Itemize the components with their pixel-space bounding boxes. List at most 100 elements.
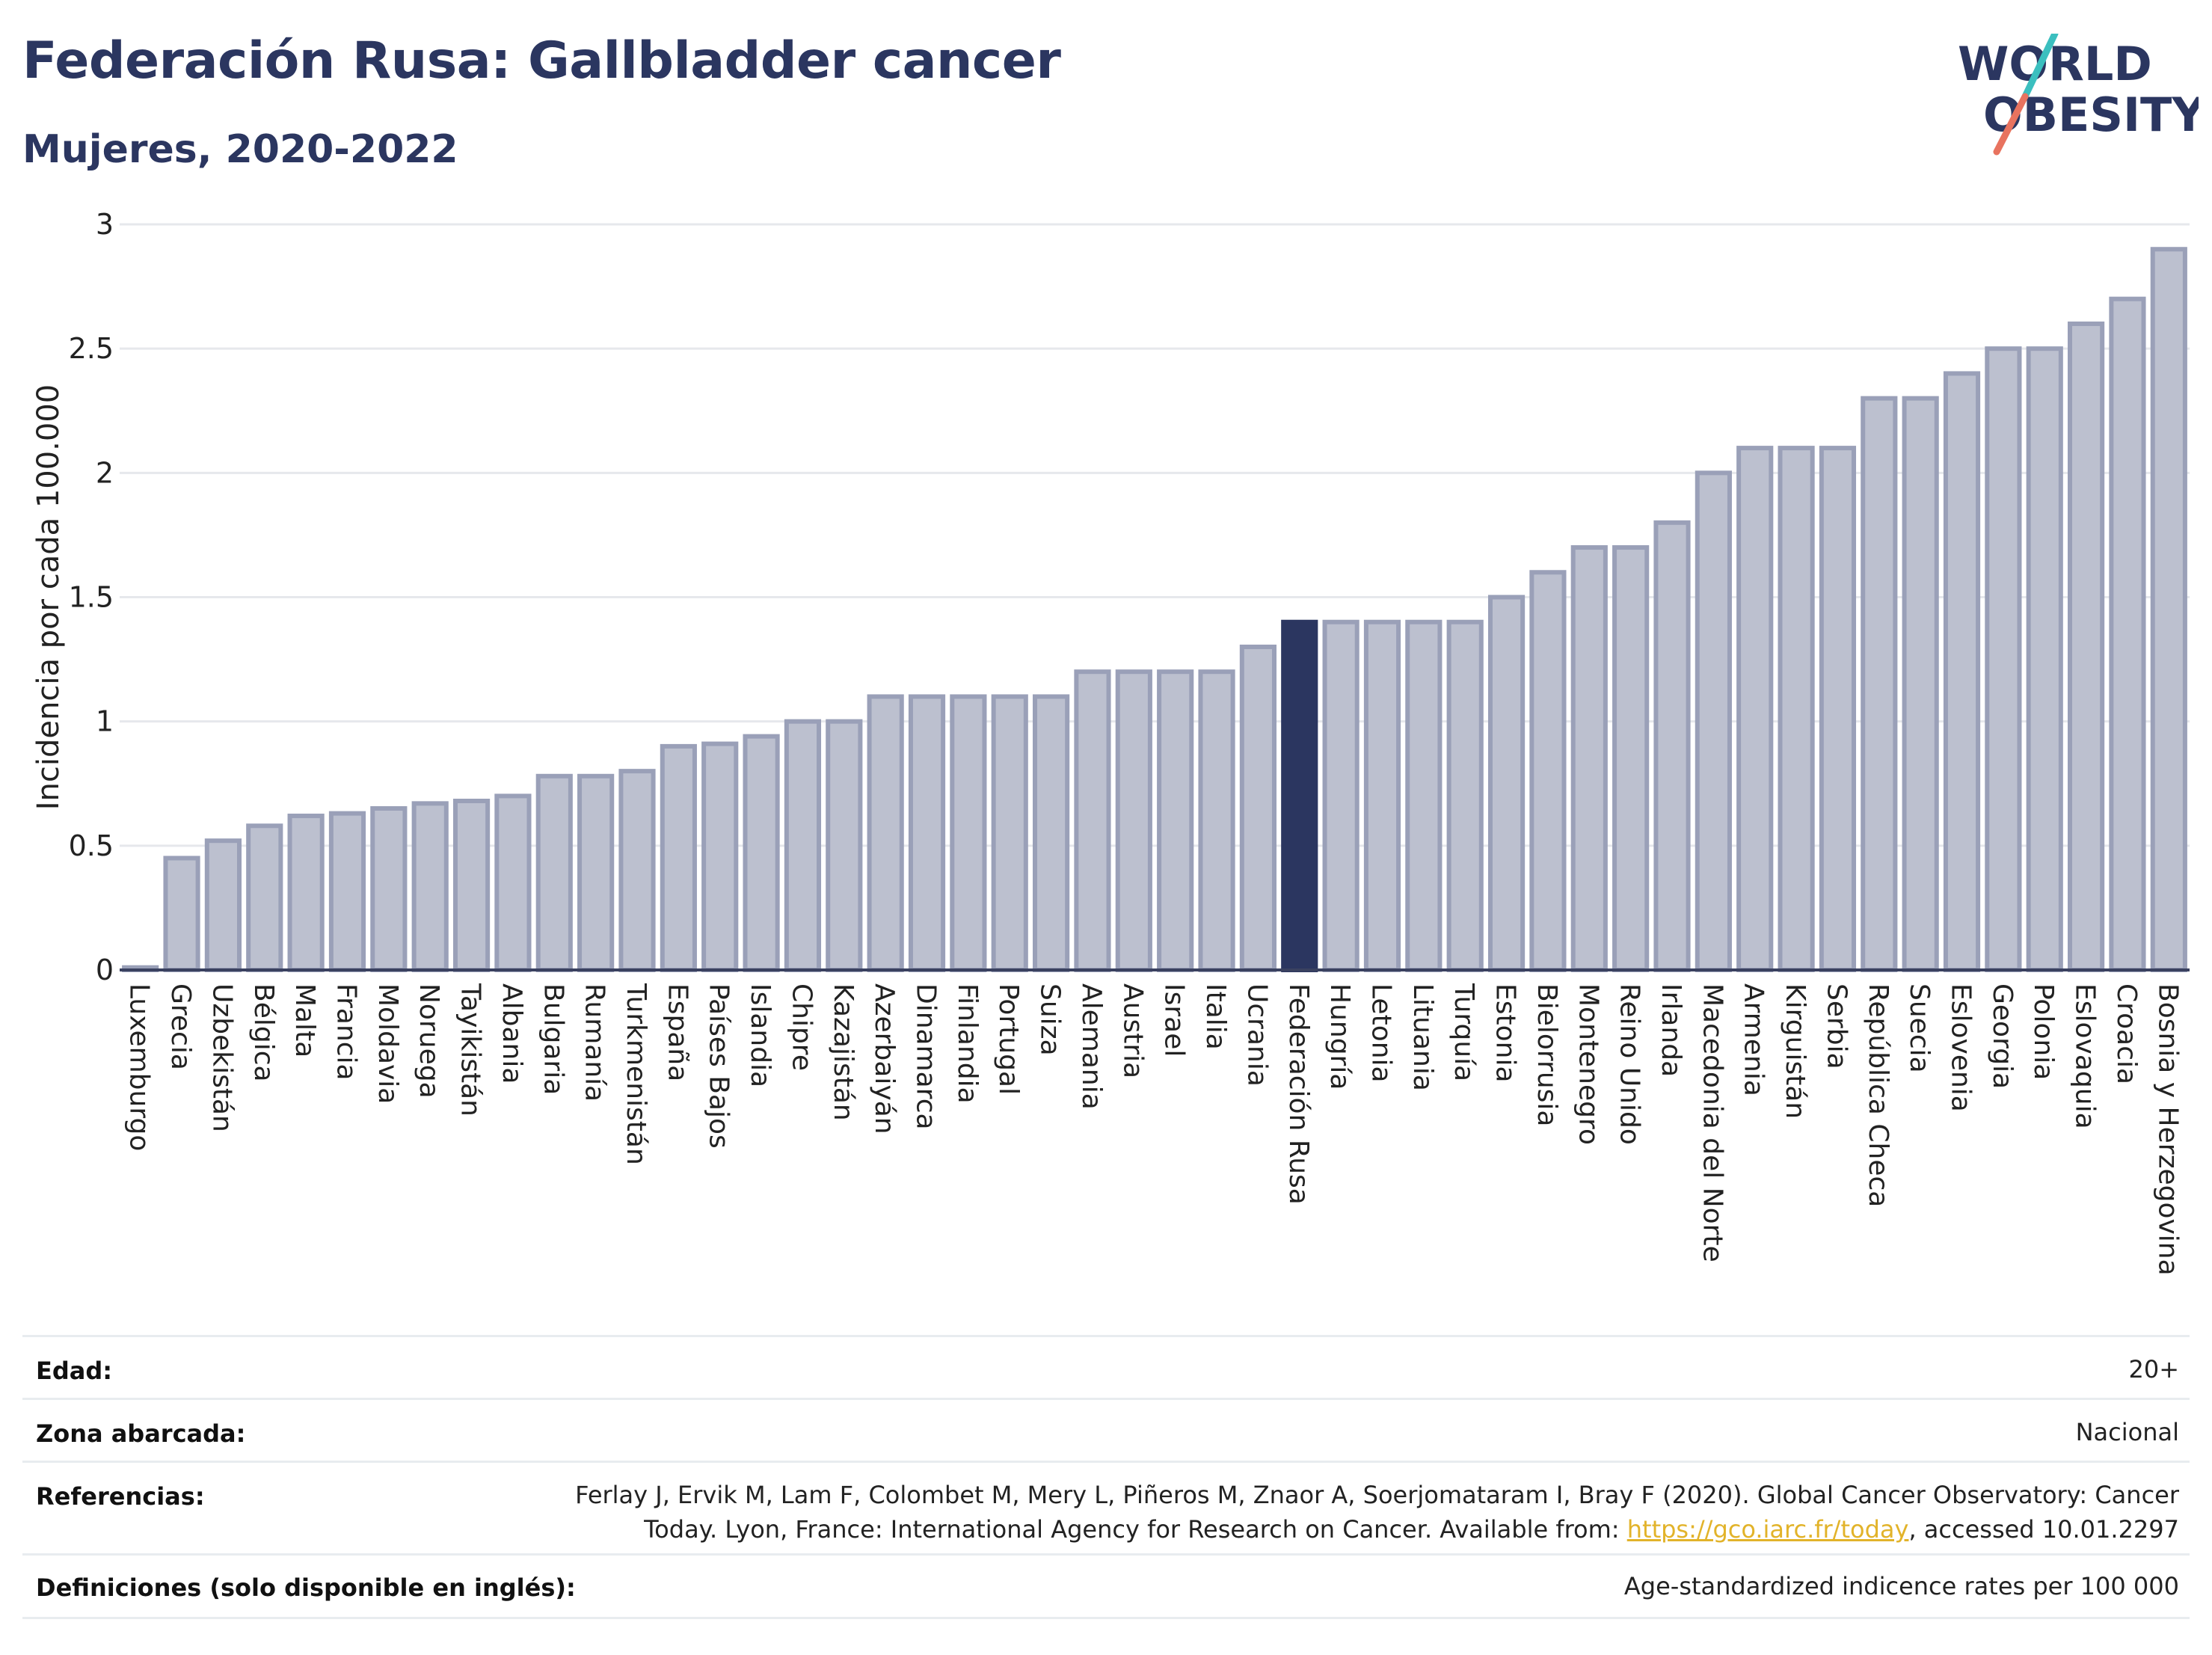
- x-tick-label: República Checa: [1863, 983, 1893, 1207]
- x-tick-label: Alemania: [1076, 983, 1107, 1110]
- x-tick-label: Suiza: [1035, 983, 1066, 1056]
- x-tick-label: Polonia: [2028, 983, 2059, 1080]
- x-tick-label: Luxemburgo: [124, 983, 155, 1151]
- x-tick-label: Rumanía: [580, 983, 610, 1102]
- bar-moldavia: [370, 805, 408, 972]
- y-tick-label: 0.5: [69, 829, 114, 862]
- meta-row-definiciones: Definiciones (solo disponible en inglés)…: [22, 1553, 2190, 1619]
- x-tick-label: Federación Rusa: [1283, 983, 1314, 1205]
- bar-españa: [660, 743, 697, 973]
- bar-italia: [1198, 669, 1235, 972]
- x-tick-labels: Luxemburgo Grecia Uzbekistán Bélgica Malta Fr…: [124, 983, 2184, 1276]
- bar-bosnia-y-herzegovina: [2150, 247, 2187, 972]
- x-tick-label: Hungría: [1324, 983, 1355, 1090]
- x-tick-label: Bielorrusia: [1531, 983, 1562, 1126]
- x-tick-label: Islandia: [745, 983, 775, 1087]
- x-tick-label: Bélgica: [248, 983, 279, 1082]
- reference-line-1: Ferlay J, Ervik M, Lam F, Colombet M, Me…: [575, 1481, 2179, 1509]
- bar-armenia: [1736, 446, 1774, 972]
- y-axis-title: Incidencia por cada 100.000: [31, 384, 66, 811]
- bar-estonia: [1487, 595, 1526, 972]
- x-tick-label: Estonia: [1490, 983, 1521, 1083]
- bar-francia: [328, 811, 366, 972]
- y-tick-label: 0: [96, 954, 114, 986]
- x-tick-label: Montenegro: [1573, 983, 1603, 1145]
- bar-turquía: [1446, 619, 1484, 972]
- bar-malta: [287, 813, 325, 973]
- bar-alemania: [1074, 669, 1111, 972]
- bar-israel: [1157, 669, 1194, 972]
- bar-bielorrusia: [1529, 570, 1567, 972]
- bar-croacia: [2109, 296, 2146, 972]
- y-tick-label: 2: [96, 456, 114, 489]
- bar-austria: [1115, 669, 1152, 972]
- x-tick-label: Tayikistán: [455, 983, 486, 1117]
- bars: [120, 247, 2190, 973]
- x-tick-label: Reino Unido: [1615, 983, 1645, 1145]
- bar-tayikistán: [452, 799, 491, 972]
- reference-link[interactable]: https://gco.iarc.fr/today: [1626, 1515, 1909, 1544]
- bar-grecia: [163, 856, 200, 972]
- x-tick-label: Noruega: [414, 983, 444, 1099]
- bar-serbia: [1819, 446, 1857, 972]
- y-tick-label: 2.5: [69, 332, 114, 365]
- bar-turkmenistán: [618, 769, 656, 972]
- x-tick-label: España: [662, 983, 692, 1081]
- x-tick-label: Albania: [497, 983, 527, 1084]
- logo-slash-bottom: [1993, 93, 2029, 156]
- bar-chart: 0 0.5 1 1.5 2 2.5 3 Luxemburgo Grecia Uzbekistán…: [31, 208, 2190, 1276]
- x-tick-label: Letonia: [1365, 983, 1396, 1083]
- x-tick-label: Suecia: [1904, 983, 1935, 1073]
- bar-reino-unido: [1612, 545, 1650, 972]
- meta-row-edad: Edad: 20+: [22, 1335, 2190, 1400]
- x-tick-label: Uzbekistán: [206, 983, 237, 1132]
- x-tick-label: Bosnia y Herzegovina: [2152, 983, 2183, 1276]
- bar-islandia: [743, 734, 780, 973]
- bar-kirguistán: [1778, 446, 1815, 972]
- bar-polonia: [2026, 346, 2063, 972]
- x-tick-label: Armenia: [1739, 983, 1769, 1096]
- world-obesity-logo: WORLD OBESITY: [1958, 34, 2199, 156]
- meta-value-zona: Nacional: [2075, 1418, 2179, 1446]
- x-tick-label: Eslovaquia: [2070, 983, 2101, 1129]
- bar-finlandia: [950, 694, 987, 973]
- x-tick-label: Portugal: [993, 983, 1024, 1095]
- x-tick-label: Kirguistán: [1780, 983, 1810, 1119]
- bar-bélgica: [246, 823, 283, 973]
- y-tick-label: 3: [96, 208, 114, 241]
- bar-macedonia-del-norte: [1695, 470, 1732, 972]
- reference-line-2-text: Today. Lyon, France: International Agenc…: [644, 1515, 1627, 1544]
- bar-uzbekistán: [204, 838, 242, 972]
- bar-lituania: [1405, 619, 1443, 972]
- bar-ucrania: [1239, 644, 1276, 972]
- bar-albania: [494, 793, 532, 973]
- bar-irlanda: [1653, 520, 1691, 972]
- x-tick-label: Ucrania: [1241, 983, 1272, 1087]
- reference-line-2: Today. Lyon, France: International Agenc…: [575, 1512, 2179, 1547]
- bar-federación-rusa: [1281, 619, 1318, 972]
- bar-rumanía: [577, 773, 615, 973]
- bar-hungría: [1322, 619, 1360, 972]
- meta-key-definiciones: Definiciones (solo disponible en inglés)…: [36, 1573, 576, 1602]
- page-subtitle: Mujeres, 2020-2022: [22, 127, 458, 172]
- x-tick-label: Turkmenistán: [621, 983, 651, 1165]
- logo-text-world: WORLD: [1958, 37, 2152, 91]
- x-tick-label: Kazajistán: [828, 983, 858, 1121]
- page-title: Federación Rusa: Gallbladder cancer: [22, 31, 1061, 90]
- x-tick-label: Serbia: [1821, 983, 1852, 1069]
- bar-letonia: [1363, 619, 1401, 972]
- x-tick-label: Italia: [1200, 983, 1231, 1050]
- bar-países-bajos: [701, 741, 739, 972]
- x-tick-label: Países Bajos: [704, 983, 734, 1149]
- x-tick-label: Lituania: [1407, 983, 1438, 1091]
- bar-eslovenia: [1943, 371, 1981, 972]
- x-tick-label: Irlanda: [1656, 983, 1686, 1077]
- meta-key-edad: Edad:: [36, 1357, 113, 1385]
- x-tick-label: Georgia: [1987, 983, 2018, 1089]
- bar-eslovaquia: [2068, 321, 2105, 972]
- y-tick-label: 1.5: [69, 581, 114, 614]
- y-tick-labels: 0 0.5 1 1.5 2 2.5 3: [69, 208, 114, 986]
- meta-row-referencias: Referencias: Ferlay J, Ervik M, Lam F, C…: [22, 1461, 2190, 1556]
- reference-line-2-suffix: , accessed 10.01.2297: [1908, 1515, 2179, 1544]
- x-tick-label: Finlandia: [952, 983, 983, 1104]
